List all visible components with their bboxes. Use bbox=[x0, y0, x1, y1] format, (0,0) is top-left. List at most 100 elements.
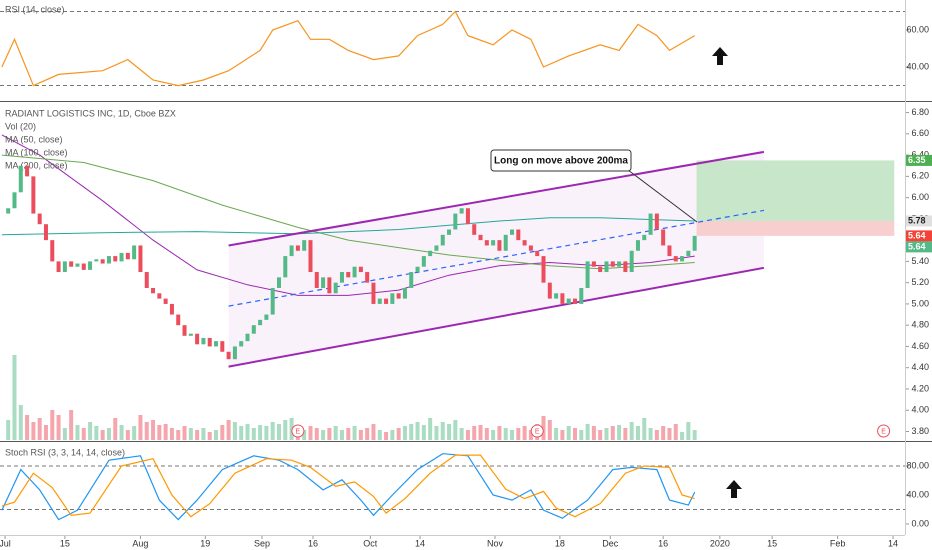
price-label: 6.35 bbox=[908, 155, 926, 165]
candle-body bbox=[484, 240, 489, 246]
volume-bar bbox=[510, 430, 515, 440]
price-label: 5.78 bbox=[908, 215, 926, 225]
y-tick-label: 40.00 bbox=[906, 61, 929, 71]
volume-bar bbox=[151, 420, 156, 440]
candle-body bbox=[232, 346, 237, 360]
volume-bar bbox=[560, 430, 565, 440]
volume-bar bbox=[396, 428, 401, 440]
volume-bar bbox=[673, 424, 678, 440]
candle-body bbox=[434, 245, 439, 251]
candle-body bbox=[661, 229, 666, 246]
volume-bar bbox=[579, 430, 584, 440]
volume-bar bbox=[106, 428, 111, 440]
y-tick-label: 4.80 bbox=[911, 320, 929, 330]
candle-body bbox=[169, 303, 174, 315]
candle-body bbox=[352, 266, 357, 278]
candle-body bbox=[440, 234, 445, 246]
volume-bar bbox=[88, 422, 93, 440]
volume-bar bbox=[522, 426, 527, 440]
volume-bar bbox=[239, 426, 244, 440]
y-tick-label: 6.80 bbox=[911, 107, 929, 117]
volume-bar bbox=[692, 430, 697, 440]
moving-average bbox=[1, 134, 695, 296]
candle-body bbox=[585, 261, 590, 288]
volume-bar bbox=[12, 355, 17, 440]
y-tick-label: 0.00 bbox=[911, 518, 929, 528]
volume-bar bbox=[572, 428, 577, 440]
candle-body bbox=[673, 256, 678, 262]
candle-body bbox=[25, 165, 30, 177]
candle-body bbox=[182, 325, 187, 336]
candle-body bbox=[642, 234, 647, 241]
candle-body bbox=[497, 240, 502, 251]
volume-bar bbox=[245, 424, 250, 440]
volume-bar bbox=[81, 428, 86, 440]
volume-bar bbox=[566, 426, 571, 440]
volume-bar bbox=[25, 415, 30, 440]
candle-body bbox=[151, 287, 156, 294]
candle-body bbox=[396, 293, 401, 299]
candle-body bbox=[478, 234, 483, 241]
candle-body bbox=[415, 266, 420, 273]
candle-body bbox=[88, 261, 93, 270]
y-tick-label: 4.60 bbox=[911, 341, 929, 351]
volume-bar bbox=[598, 430, 603, 440]
x-tick-label: 15 bbox=[767, 538, 777, 548]
price-label: 5.64 bbox=[908, 230, 926, 240]
candle-body bbox=[522, 240, 527, 246]
volume-bar bbox=[132, 426, 137, 440]
volume-bar bbox=[377, 430, 382, 440]
candle-body bbox=[377, 298, 382, 304]
volume-bar bbox=[144, 422, 149, 440]
volume-bar bbox=[434, 426, 439, 440]
candle-body bbox=[384, 298, 389, 304]
candle-body bbox=[132, 245, 137, 260]
candle-body bbox=[409, 272, 414, 288]
volume-bar bbox=[113, 418, 118, 440]
indicator-line bbox=[1, 453, 696, 521]
x-tick-label: 16 bbox=[658, 538, 668, 548]
volume-bar bbox=[100, 430, 105, 440]
candle-body bbox=[251, 325, 256, 334]
volume-bar bbox=[629, 422, 634, 440]
candle-body bbox=[163, 298, 168, 304]
candle-body bbox=[69, 261, 74, 267]
candle-body bbox=[635, 240, 640, 251]
indicator-line bbox=[1, 10, 696, 87]
volume-bar bbox=[415, 422, 420, 440]
candle-body bbox=[43, 224, 48, 241]
volume-bar bbox=[226, 420, 231, 440]
candle-body bbox=[226, 351, 231, 360]
volume-bar bbox=[75, 425, 80, 440]
candle-body bbox=[503, 234, 508, 251]
candle-body bbox=[220, 341, 225, 352]
candle-body bbox=[207, 337, 212, 347]
volume-bar bbox=[264, 426, 269, 440]
candle-body bbox=[459, 208, 464, 214]
volume-bar bbox=[358, 430, 363, 440]
candle-body bbox=[654, 213, 659, 230]
candle-body bbox=[629, 250, 634, 273]
earnings-marker bbox=[530, 424, 544, 438]
annotation-box bbox=[490, 149, 632, 172]
volume-bar bbox=[541, 416, 546, 440]
volume-bar bbox=[591, 426, 596, 440]
x-tick-label: 19 bbox=[200, 538, 210, 548]
volume-bar bbox=[69, 410, 74, 440]
y-tick-label: 3.80 bbox=[911, 426, 929, 436]
volume-bar bbox=[409, 424, 414, 440]
volume-bar bbox=[667, 428, 672, 440]
volume-bar bbox=[654, 430, 659, 440]
candle-body bbox=[270, 287, 275, 315]
candle-body bbox=[81, 263, 86, 270]
volume-bar bbox=[447, 424, 452, 440]
volume-bar bbox=[623, 428, 628, 440]
x-tick-label: Dec bbox=[602, 538, 619, 548]
volume-bar bbox=[308, 426, 313, 440]
candle-body bbox=[56, 261, 61, 273]
candle-body bbox=[692, 235, 697, 251]
volume-legend: Vol (20) bbox=[5, 121, 36, 131]
candle-body bbox=[157, 293, 162, 299]
earnings-marker bbox=[877, 424, 891, 438]
volume-bar bbox=[94, 426, 99, 440]
